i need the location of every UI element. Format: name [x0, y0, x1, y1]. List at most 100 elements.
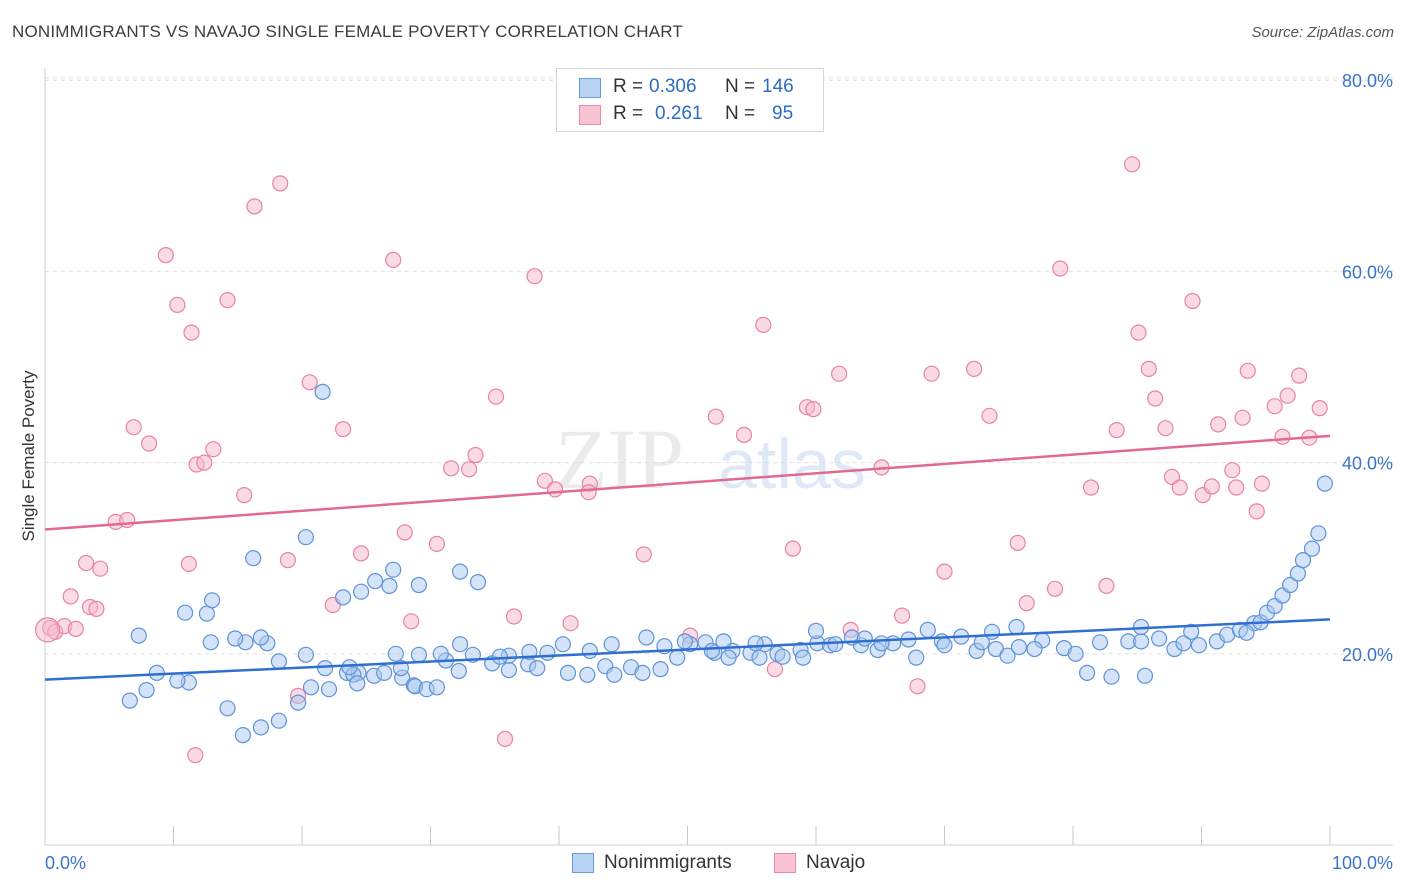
data-point-pink: [461, 461, 478, 478]
data-point-blue: [579, 666, 596, 683]
y-tick-label: 40.0%: [1342, 454, 1393, 474]
data-point-blue: [999, 647, 1016, 664]
data-point-pink: [1279, 387, 1296, 404]
data-point-pink: [1266, 398, 1283, 415]
source-label: Source: ZipAtlas.com: [1251, 24, 1394, 41]
data-point-pink: [936, 563, 953, 580]
data-point-pink: [1046, 580, 1064, 597]
data-point-pink: [766, 660, 784, 678]
data-point-blue: [202, 634, 219, 651]
data-point-blue: [559, 664, 577, 682]
data-point-blue: [856, 630, 873, 647]
data-point-blue: [873, 635, 890, 652]
series-nonimmigrants: [121, 383, 1334, 744]
data-point-blue: [381, 577, 398, 595]
data-point-blue: [669, 649, 686, 666]
legend-swatch-blue: [579, 78, 601, 98]
data-point-pink: [119, 511, 136, 529]
data-point-blue: [410, 646, 427, 663]
series-navajo: [34, 156, 1328, 764]
legend-swatch-blue: [572, 853, 594, 873]
data-point-blue: [1067, 645, 1084, 662]
data-point-blue: [302, 679, 320, 696]
data-point-blue: [1136, 667, 1154, 684]
data-point-blue: [252, 629, 269, 646]
data-point-pink: [180, 555, 197, 573]
data-point-pink: [909, 678, 926, 695]
axis-labels: 20.0% 40.0% 60.0% 80.0% 0.0% 100.0% Single Fem…: [19, 71, 1393, 873]
data-point-blue: [1289, 565, 1307, 582]
x-tick-label-min: 0.0%: [45, 853, 86, 873]
data-point-pink: [1274, 428, 1291, 445]
data-point-blue: [1008, 618, 1025, 636]
legend-n-label: N =: [725, 103, 756, 124]
legend-row-navajo: R = 0.261 N = 95: [557, 100, 823, 128]
trend-line-nonimmigrants: [44, 618, 1331, 681]
data-point-pink: [157, 247, 174, 264]
data-point-pink: [735, 426, 753, 443]
y-tick-label: 80.0%: [1342, 71, 1393, 91]
data-point-pink: [893, 607, 911, 624]
data-point-blue: [1175, 635, 1192, 652]
data-point-pink: [1210, 416, 1227, 433]
data-point-pink: [183, 324, 200, 341]
data-point-blue: [554, 636, 572, 653]
data-point-blue: [1238, 624, 1255, 641]
data-point-blue: [539, 644, 556, 661]
data-point-blue: [452, 636, 469, 653]
data-point-blue: [204, 592, 221, 609]
data-point-pink: [301, 374, 318, 391]
data-point-blue: [1150, 630, 1168, 647]
data-point-pink: [1052, 260, 1069, 277]
data-point-pink: [784, 540, 802, 557]
data-point-blue: [1183, 623, 1200, 640]
data-point-pink: [1291, 367, 1308, 384]
y-axis-title: Single Female Poverty: [19, 370, 38, 542]
data-point-pink: [219, 292, 236, 309]
data-point-pink: [923, 365, 940, 382]
data-point-blue: [138, 681, 155, 699]
data-point-blue: [1078, 664, 1096, 682]
data-point-pink: [1082, 479, 1100, 496]
data-point-blue: [807, 622, 825, 640]
data-point-blue: [245, 550, 262, 567]
y-tick-label: 20.0%: [1342, 645, 1393, 665]
data-point-blue: [936, 637, 953, 654]
data-point-pink: [1140, 360, 1157, 377]
data-point-pink: [236, 487, 253, 504]
data-point-pink: [1171, 479, 1188, 496]
data-point-blue: [634, 664, 651, 682]
data-point-blue: [219, 700, 236, 717]
data-point-blue: [317, 659, 334, 677]
data-point-blue: [1026, 640, 1043, 658]
data-point-pink: [1248, 503, 1265, 520]
data-point-blue: [320, 681, 338, 698]
data-point-pink: [965, 360, 983, 377]
data-point-blue: [227, 630, 244, 647]
data-point-pink: [196, 454, 213, 471]
data-point-pink: [272, 175, 289, 192]
chart-title: NONIMMIGRANTS VS NAVAJO SINGLE FEMALE PO…: [12, 22, 683, 41]
data-point-blue: [177, 604, 194, 621]
data-point-blue: [747, 635, 764, 652]
legend-row-nonimmigrants: R = 0.306 N = 146: [557, 73, 823, 101]
x-tick-label-max: 100.0%: [1332, 853, 1393, 873]
data-point-blue: [652, 660, 669, 678]
data-point-blue: [432, 645, 449, 662]
data-point-pink: [385, 251, 402, 268]
y-tick-label: 60.0%: [1342, 262, 1393, 282]
stats-legend: R = 0.306 N = 146 R = 0.261 N = 95: [556, 68, 824, 132]
data-point-blue: [606, 666, 623, 683]
data-point-blue: [270, 653, 287, 670]
data-point-blue: [314, 383, 331, 400]
data-point-blue: [1132, 633, 1150, 650]
data-point-blue: [1010, 638, 1028, 656]
data-point-blue: [130, 627, 147, 644]
data-point-pink: [830, 365, 848, 382]
data-point-pink: [496, 730, 514, 748]
data-point-pink: [1311, 400, 1328, 417]
legend-r-value: 0.306: [649, 76, 697, 97]
data-point-pink: [187, 746, 204, 764]
data-point-pink: [1239, 362, 1256, 379]
